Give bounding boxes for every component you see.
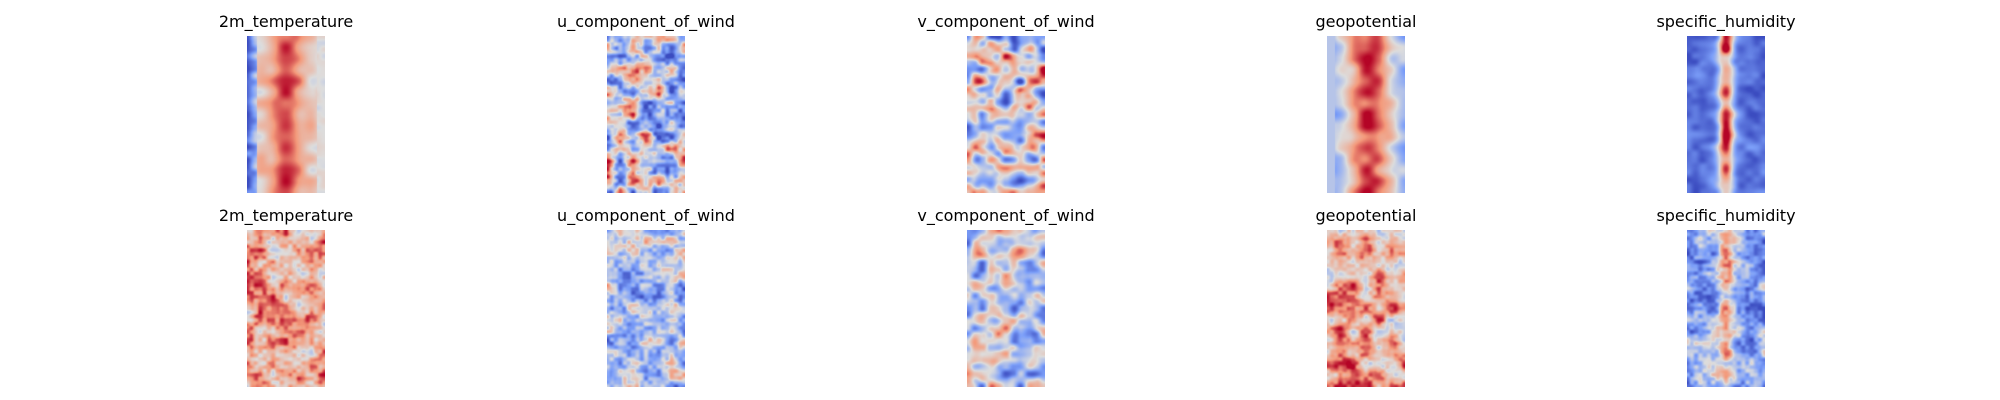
- heatmap-u-component-of-wind: [607, 230, 685, 387]
- panel-title: specific_humidity: [1656, 12, 1796, 31]
- panel-title: v_component_of_wind: [917, 12, 1095, 31]
- heatmap-u-component-of-wind: [607, 36, 685, 193]
- panel-title: u_component_of_wind: [557, 12, 735, 31]
- heatmap-specific-humidity: [1687, 36, 1765, 193]
- heatmap-2m-temperature: [247, 36, 325, 193]
- heatmap-geopotential: [1327, 230, 1405, 387]
- heatmap-v-component-of-wind: [967, 36, 1045, 193]
- panel-title: v_component_of_wind: [917, 206, 1095, 225]
- heatmap-geopotential: [1327, 36, 1405, 193]
- heatmap-specific-humidity: [1687, 230, 1765, 387]
- heatmap-v-component-of-wind: [967, 230, 1045, 387]
- panel-title: geopotential: [1315, 12, 1417, 31]
- heatmap-2m-temperature: [247, 230, 325, 387]
- panel-title: u_component_of_wind: [557, 206, 735, 225]
- panel-title: specific_humidity: [1656, 206, 1796, 225]
- panel-title: 2m_temperature: [218, 12, 354, 31]
- panel-title: geopotential: [1315, 206, 1417, 225]
- panel-title: 2m_temperature: [218, 206, 354, 225]
